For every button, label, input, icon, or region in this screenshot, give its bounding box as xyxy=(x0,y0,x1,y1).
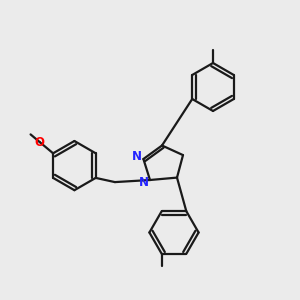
Text: N: N xyxy=(138,176,148,190)
Text: N: N xyxy=(132,150,142,163)
Text: O: O xyxy=(35,136,45,148)
